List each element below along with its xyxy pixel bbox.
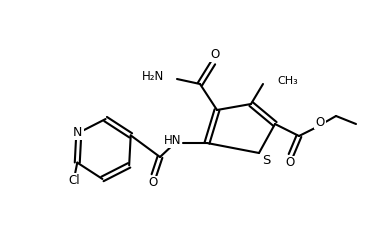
Text: N: N: [73, 126, 83, 139]
Text: S: S: [262, 153, 270, 167]
Text: O: O: [148, 177, 157, 190]
Text: O: O: [315, 115, 325, 128]
Text: Cl: Cl: [68, 174, 80, 187]
Text: CH₃: CH₃: [277, 76, 298, 86]
Text: O: O: [285, 156, 295, 169]
Text: H₂N: H₂N: [142, 71, 164, 84]
Text: HN: HN: [164, 135, 181, 148]
Text: O: O: [210, 49, 220, 62]
